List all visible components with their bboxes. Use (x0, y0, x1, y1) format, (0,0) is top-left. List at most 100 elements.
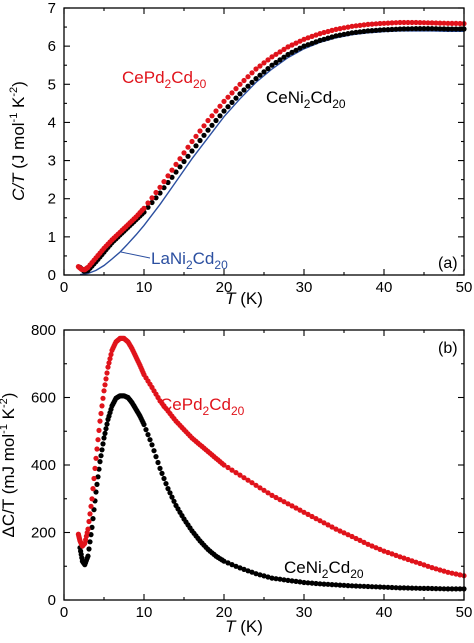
data-point (413, 19, 419, 26)
data-point (345, 583, 351, 589)
data-point (233, 470, 239, 476)
data-point (309, 33, 315, 40)
data-point (165, 173, 171, 179)
data-point (397, 26, 403, 32)
data-point (409, 558, 415, 564)
data-point (265, 66, 271, 72)
data-point (269, 575, 275, 581)
data-point (281, 499, 287, 505)
data-point (357, 583, 363, 589)
data-point (93, 455, 99, 461)
data-point (221, 462, 227, 468)
data-point (277, 497, 283, 503)
data-point (167, 490, 173, 496)
data-point (89, 496, 95, 502)
data-point (257, 572, 263, 578)
data-point (141, 205, 147, 211)
data-point (425, 585, 431, 592)
y-tick-label: 3 (48, 153, 56, 170)
data-point (253, 66, 259, 72)
data-point (449, 20, 455, 26)
data-point (171, 498, 177, 504)
x-tick-label: 50 (456, 604, 473, 621)
data-point (237, 565, 243, 571)
data-point (321, 581, 327, 587)
data-point (325, 522, 331, 528)
data-point (313, 516, 319, 522)
data-point (99, 447, 105, 453)
data-point (185, 153, 191, 159)
data-point (145, 200, 151, 206)
data-point (365, 583, 371, 590)
data-point (221, 558, 227, 564)
y-tick-label: 200 (31, 525, 56, 542)
data-point (353, 535, 359, 542)
y-tick-label: 2 (48, 191, 56, 208)
data-point (229, 562, 235, 568)
data-point (361, 539, 367, 546)
data-point (90, 516, 96, 522)
data-point (261, 487, 267, 493)
data-point (337, 582, 343, 588)
data-point (277, 57, 283, 63)
data-point (209, 113, 215, 119)
data-point (325, 35, 331, 41)
data-point (249, 70, 255, 76)
data-point (421, 20, 427, 26)
data-point (229, 467, 235, 473)
y-tick-label: 0 (48, 267, 56, 284)
data-point (301, 36, 307, 42)
data-point (161, 185, 167, 191)
data-point (225, 104, 231, 110)
data-point (321, 29, 327, 36)
data-point (305, 42, 311, 48)
x-tick-label: 20 (216, 604, 233, 621)
data-point (397, 554, 403, 560)
data-point (457, 586, 463, 592)
data-point (213, 117, 219, 124)
data-point (441, 568, 447, 574)
data-point (449, 570, 455, 576)
data-point (143, 427, 149, 433)
data-point (261, 573, 267, 579)
data-point (153, 189, 159, 196)
data-point (453, 586, 459, 592)
data-point (189, 148, 195, 154)
data-point (157, 465, 163, 471)
data-point (313, 580, 319, 587)
data-point (453, 20, 459, 26)
data-point (385, 584, 391, 590)
data-point (417, 585, 423, 591)
data-point (377, 584, 383, 590)
data-point (261, 60, 267, 66)
data-point (345, 532, 351, 538)
data-point (421, 26, 427, 32)
data-point (169, 494, 175, 500)
data-point (353, 29, 359, 35)
data-point (353, 23, 359, 29)
data-point (401, 555, 407, 561)
data-point (361, 28, 367, 34)
data-point (389, 26, 395, 32)
data-point (317, 518, 323, 524)
data-point (86, 518, 92, 525)
data-point (317, 581, 323, 587)
data-point (229, 90, 235, 96)
data-point (437, 20, 443, 26)
annotation-a-cepd2cd20: CePd2Cd20 (122, 68, 207, 91)
data-point (233, 95, 239, 101)
data-point (173, 161, 179, 167)
data-point (373, 21, 379, 27)
data-point (225, 94, 231, 100)
data-point (245, 83, 251, 89)
data-point (201, 132, 207, 138)
data-point (293, 578, 299, 585)
data-point (401, 26, 407, 32)
y-tick-label: 7 (48, 0, 56, 17)
panel-b: 0 10 20 30 40 50 0 200 400 600 800 (b) T (K) ΔC/T … (0, 322, 472, 636)
data-point (401, 585, 407, 591)
data-point (373, 584, 379, 590)
data-point (417, 20, 423, 26)
data-point (101, 435, 107, 441)
data-point (321, 520, 327, 526)
